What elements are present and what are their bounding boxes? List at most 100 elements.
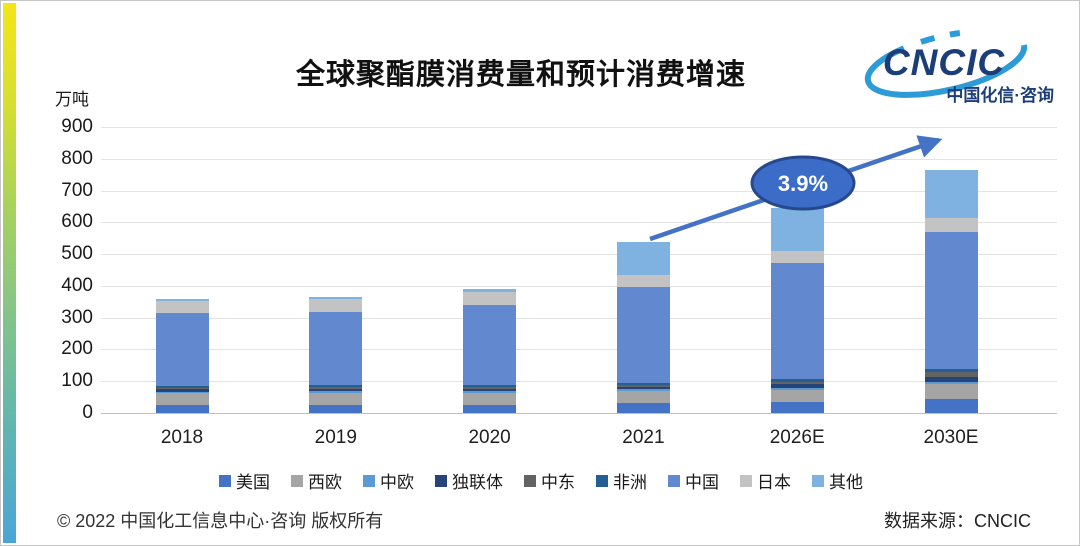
bar-segment-非洲	[463, 385, 517, 388]
legend-swatch-icon	[291, 474, 303, 487]
y-tick-label: 600	[61, 211, 93, 233]
legend-item-中东: 中东	[524, 468, 575, 493]
y-tick-label: 500	[61, 243, 93, 265]
bar-segment-西欧	[463, 392, 517, 406]
bar-segment-日本	[770, 250, 824, 264]
bar-segment-中国	[924, 232, 978, 369]
bar-segment-非洲	[924, 368, 978, 372]
bar-segment-西欧	[155, 392, 209, 406]
bar-segment-其他	[924, 170, 978, 218]
bar-segment-西欧	[309, 392, 363, 405]
bar-segment-非洲	[616, 382, 670, 386]
bar-segment-中欧	[616, 389, 670, 392]
bar-segment-日本	[616, 275, 670, 288]
bar-segment-中国	[616, 287, 670, 383]
gridline	[101, 222, 1057, 224]
legend-label: 其他	[829, 473, 863, 492]
bar-segment-美国	[463, 405, 517, 413]
chart-title: 全球聚酯膜消费量和预计消费增速	[295, 59, 746, 91]
bar-segment-其他	[770, 207, 824, 251]
y-axis-unit-label: 万吨	[55, 90, 89, 109]
copyright-text: © 2022 中国化工信息中心·咨询 版权所有	[57, 511, 384, 531]
bar-segment-独联体	[924, 376, 978, 382]
legend-swatch-icon	[740, 474, 752, 487]
bar-segment-美国	[309, 404, 363, 413]
bar-segment-中欧	[924, 381, 978, 384]
legend-swatch-icon	[219, 474, 231, 487]
gridline	[101, 285, 1057, 287]
bar-segment-中欧	[309, 391, 363, 393]
y-tick-label: 400	[61, 274, 93, 296]
bar-segment-日本	[155, 300, 209, 313]
legend-label: 日本	[757, 473, 791, 492]
y-tick-label: 300	[61, 306, 93, 328]
bar-segment-非洲	[309, 385, 363, 388]
legend-label: 独联体	[452, 473, 503, 492]
y-tick-label: 100	[61, 370, 93, 392]
gridline	[101, 254, 1057, 256]
legend-item-中欧: 中欧	[363, 468, 414, 493]
x-tick-label: 2030E	[923, 427, 979, 448]
x-axis-line	[101, 413, 1057, 414]
legend-item-中国: 中国	[668, 468, 719, 493]
bar-segment-中欧	[155, 391, 209, 393]
logo-subtitle: 中国化信·咨询	[946, 85, 1054, 105]
x-tick-label: 2019	[314, 427, 357, 448]
bar-segment-西欧	[770, 390, 824, 402]
bar-segment-独联体	[155, 389, 209, 392]
bar-segment-中国	[309, 311, 363, 386]
bar-segment-中东	[924, 371, 978, 377]
y-tick-label: 700	[61, 179, 93, 201]
growth-rate-ellipse	[750, 155, 856, 211]
x-tick-label: 2026E	[769, 427, 825, 448]
legend-item-西欧: 西欧	[291, 468, 342, 493]
bar-segment-其他	[616, 242, 670, 276]
legend-swatch-icon	[524, 474, 536, 487]
y-tick-label: 200	[61, 338, 93, 360]
legend-label: 美国	[236, 473, 270, 492]
bar-segment-独联体	[309, 388, 363, 392]
bar-segment-非洲	[155, 385, 209, 388]
logo-text: CNCIC	[883, 42, 1005, 83]
bar-segment-中东	[616, 385, 670, 387]
bar-segment-日本	[463, 291, 517, 306]
bar-segment-独联体	[770, 384, 824, 389]
bar-segment-日本	[309, 298, 363, 312]
bar-segment-独联体	[463, 388, 517, 392]
legend-item-其他: 其他	[812, 468, 863, 493]
bar-segment-中东	[155, 387, 209, 390]
x-tick-label: 2021	[622, 427, 665, 448]
legend-swatch-icon	[668, 474, 680, 487]
gridline	[101, 190, 1057, 192]
legend-label: 中东	[541, 473, 575, 492]
legend-item-独联体: 独联体	[435, 468, 503, 493]
bar-segment-美国	[924, 398, 978, 413]
bar-segment-西欧	[924, 383, 978, 399]
y-tick-label: 900	[61, 116, 93, 137]
legend-swatch-icon	[435, 474, 447, 487]
bar-segment-中东	[770, 381, 824, 385]
bar-segment-中国	[770, 263, 824, 380]
bar-segment-其他	[463, 289, 517, 292]
legend-swatch-icon	[363, 474, 375, 487]
bar-segment-日本	[924, 217, 978, 233]
gridline	[101, 158, 1057, 160]
bar-segment-西欧	[616, 391, 670, 403]
x-tick-label: 2020	[468, 427, 511, 448]
y-tick-label: 800	[61, 147, 93, 169]
bar-segment-中欧	[463, 391, 517, 393]
bar-segment-美国	[616, 402, 670, 413]
legend-swatch-icon	[812, 474, 824, 487]
x-tick-label: 2018	[160, 427, 204, 448]
legend-item-非洲: 非洲	[596, 468, 647, 493]
gridline	[101, 317, 1057, 319]
gridline	[101, 381, 1057, 383]
legend-swatch-icon	[596, 474, 608, 487]
legend-label: 西欧	[308, 473, 342, 492]
bar-segment-其他	[309, 297, 363, 299]
bar-segment-中东	[309, 387, 363, 389]
left-gradient-accent-bar	[3, 3, 16, 543]
legend-label: 中国	[685, 473, 719, 492]
bar-segment-独联体	[616, 386, 670, 390]
